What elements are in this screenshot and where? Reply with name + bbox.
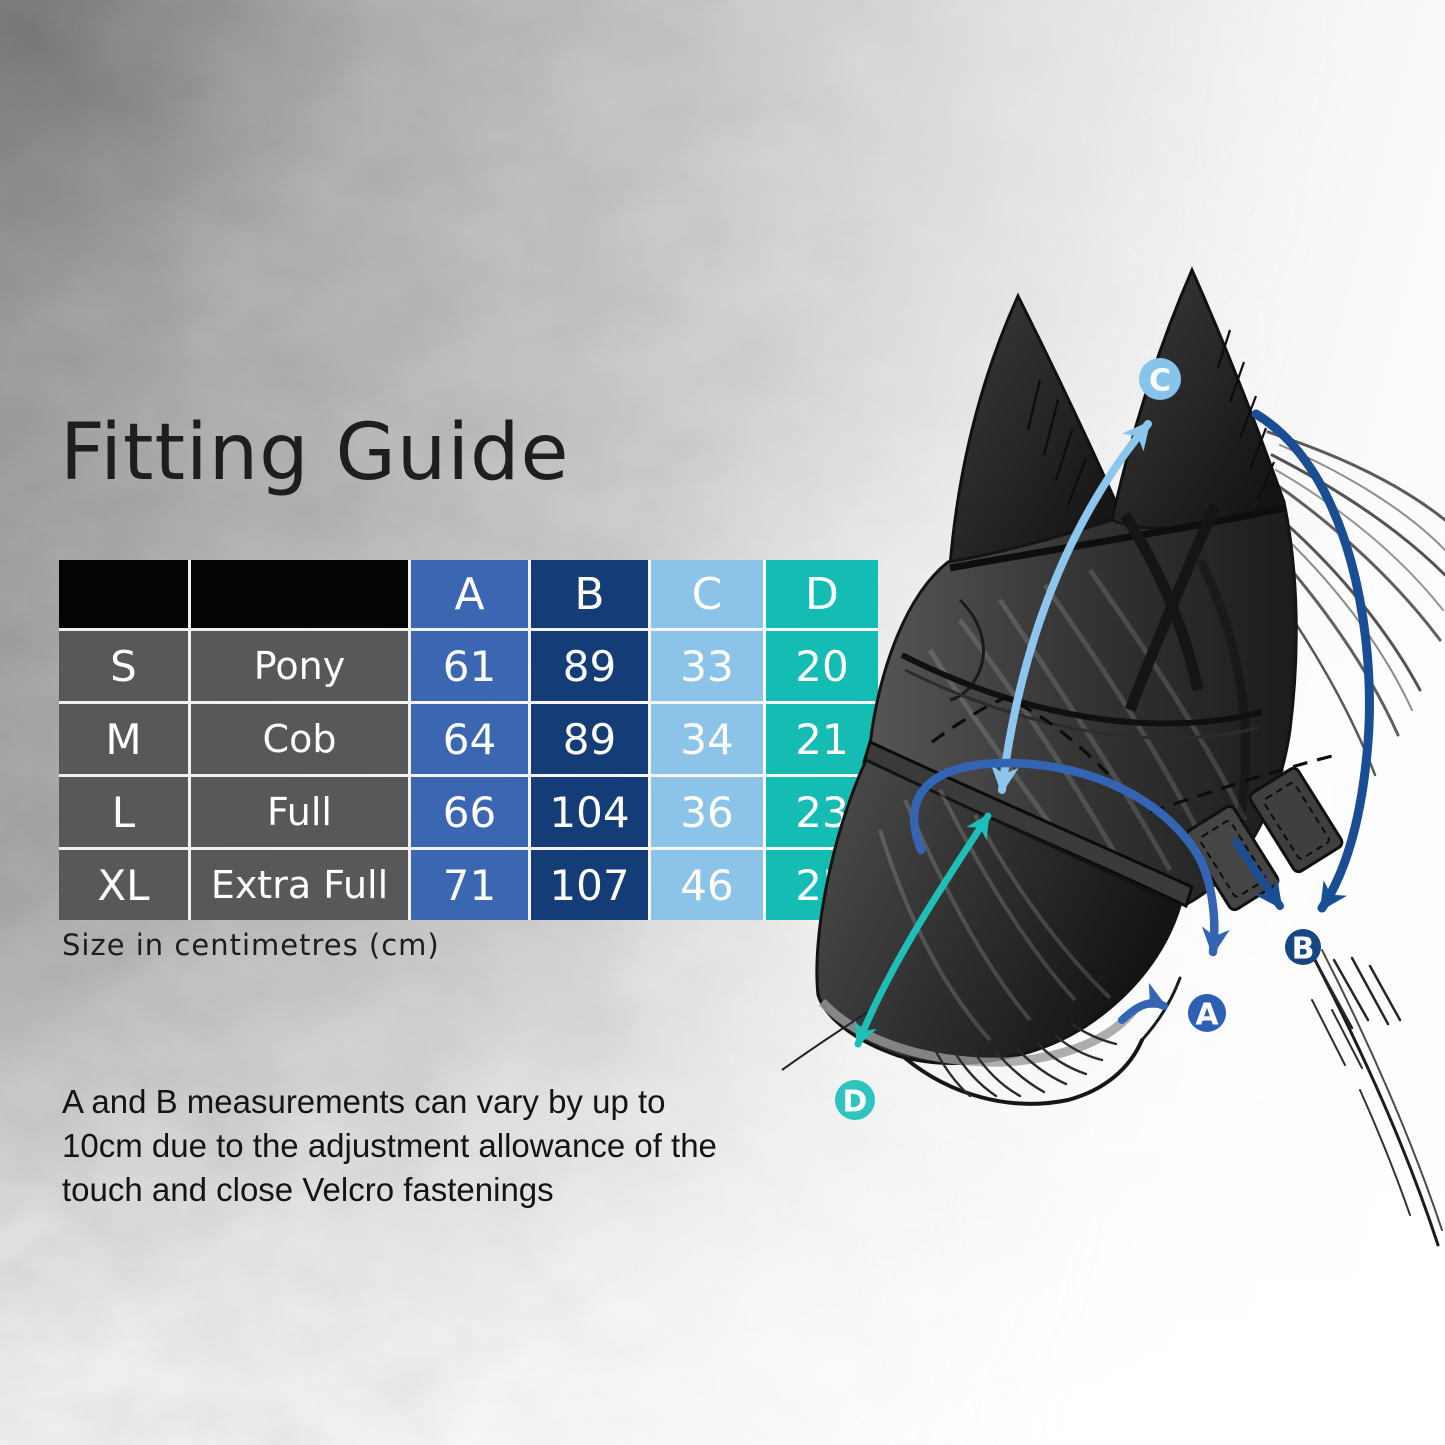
mask-face <box>867 500 1344 912</box>
row-size-label: XL <box>59 850 188 920</box>
measurement-arrow-b-short <box>1232 838 1284 910</box>
row-type-label: Cob <box>191 704 408 774</box>
row-size-label: M <box>59 704 188 774</box>
table-corner-cell <box>59 560 188 628</box>
value-cell: 64 <box>411 704 528 774</box>
value-cell: 36 <box>651 777 763 847</box>
label-letter-a: A <box>1195 998 1219 1033</box>
value-cell: 89 <box>531 704 648 774</box>
measurement-arrow-a-loop <box>909 758 1230 957</box>
right-ear <box>1110 266 1286 536</box>
column-header-c: C <box>651 560 763 628</box>
size-table: A B C D S Pony 61 89 33 20 M Cob 64 89 3… <box>59 560 878 920</box>
mane-sketch <box>1260 430 1445 777</box>
measurement-note-line: 10cm due to the adjustment allowance of … <box>62 1127 717 1164</box>
value-cell: 71 <box>411 850 528 920</box>
row-type-label: Pony <box>191 631 408 701</box>
column-header-d: D <box>766 560 878 628</box>
row-type-label: Full <box>191 777 408 847</box>
measurement-note: A and B measurements can vary by up to 1… <box>62 1080 717 1212</box>
value-cell: 23 <box>766 777 878 847</box>
value-cell: 107 <box>531 850 648 920</box>
label-circle-b <box>1285 929 1321 965</box>
neck-sketch <box>1300 933 1443 1247</box>
measurement-arrow-a-pointer <box>1118 982 1168 1024</box>
mask-fold-line <box>949 598 985 702</box>
horse-ears <box>948 266 1286 568</box>
measurement-arrow-b-long <box>1251 409 1374 913</box>
value-cell: 21 <box>766 704 878 774</box>
velcro-tabs <box>1184 766 1344 912</box>
measurement-arrow-c <box>990 420 1152 794</box>
value-cell: 66 <box>411 777 528 847</box>
measurement-note-line: touch and close Velcro fastenings <box>62 1171 554 1208</box>
row-size-label: S <box>59 631 188 701</box>
value-cell: 61 <box>411 631 528 701</box>
label-circle-d <box>835 1080 875 1120</box>
value-cell: 89 <box>531 631 648 701</box>
row-type-label: Extra Full <box>191 850 408 920</box>
value-cell: 33 <box>651 631 763 701</box>
table-corner-cell <box>191 560 408 628</box>
value-cell: 34 <box>651 704 763 774</box>
label-letter-b: B <box>1292 932 1315 967</box>
value-cell: 20 <box>766 631 878 701</box>
chin-whiskers <box>903 976 1182 1106</box>
value-cell: 104 <box>531 777 648 847</box>
left-ear <box>948 292 1124 568</box>
column-header-a: A <box>411 560 528 628</box>
value-cell: 46 <box>651 850 763 920</box>
row-size-label: L <box>59 777 188 847</box>
label-circle-a <box>1188 994 1226 1032</box>
measurement-labels: C B A D <box>835 358 1321 1120</box>
measurement-note-line: A and B measurements can vary by up to <box>62 1083 666 1120</box>
column-header-b: B <box>531 560 648 628</box>
label-circle-c <box>1139 358 1181 400</box>
label-letter-d: D <box>843 1085 868 1120</box>
label-letter-c: C <box>1149 364 1171 399</box>
page-title: Fitting Guide <box>60 408 570 498</box>
value-cell: 25 <box>766 850 878 920</box>
units-caption: Size in centimetres (cm) <box>62 928 440 962</box>
